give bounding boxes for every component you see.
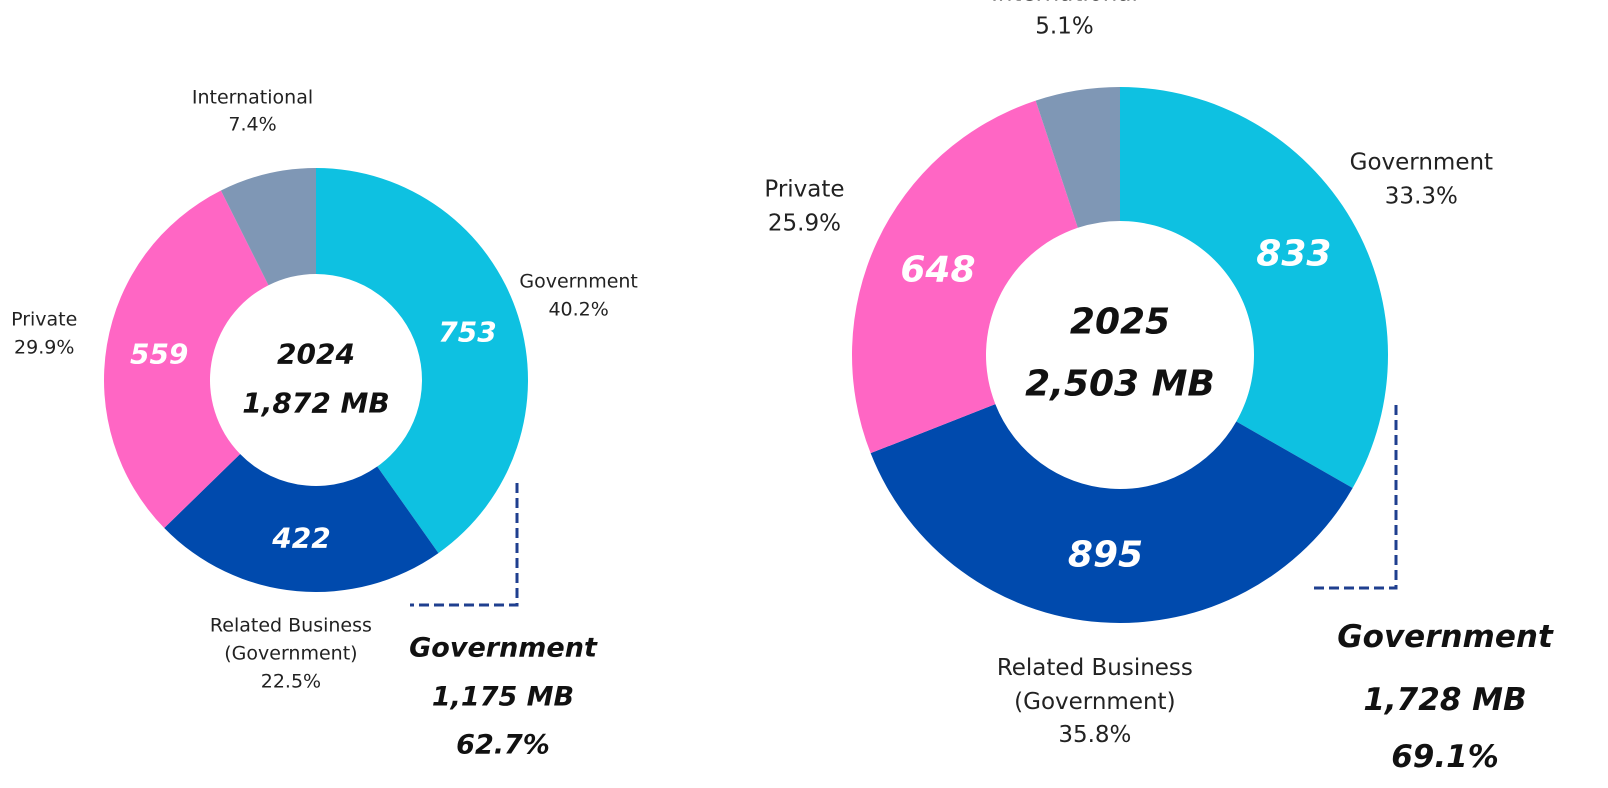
donut-slice [220, 168, 316, 286]
amount-label: 753 [438, 315, 497, 349]
percent-label: 5.1% [1035, 14, 1094, 41]
amount-label: 422 [272, 521, 331, 555]
category-name: Private [764, 176, 845, 203]
category-name: Government [519, 270, 638, 293]
category-name: Government [1349, 149, 1494, 176]
slice-label: International 5.1% [929, 0, 1199, 44]
donut-slice [870, 404, 1353, 623]
donut-slice [1035, 87, 1120, 228]
category-name: International [191, 86, 314, 109]
slice-label: Private 25.9% [669, 174, 939, 241]
bracket [410, 483, 519, 607]
amount-label: 648 [900, 249, 976, 291]
slice-label: Government 40.2% [474, 269, 684, 324]
summary-title: Government [1337, 619, 1553, 655]
summary-title: Government [409, 632, 597, 664]
donut-slice [1120, 87, 1389, 489]
bracket [1312, 405, 1398, 590]
donut-slice [316, 168, 528, 554]
summary-share: 69.1% [1391, 739, 1499, 775]
amount-label: 559 [129, 337, 189, 371]
percent-label: 7.4% [228, 113, 277, 136]
center-year: 2025 [1069, 301, 1171, 342]
percent-label: 29.9% [14, 336, 75, 359]
summary-total: 1,175 MB [431, 681, 575, 713]
percent-label: 40.2% [548, 298, 609, 321]
percent-label: 33.3% [1384, 183, 1458, 210]
center-total: 2,503 MB [1025, 363, 1215, 405]
percent-label: 25.9% [767, 210, 841, 237]
slice-label: International 7.4% [148, 84, 358, 139]
center-total: 1,872 MB [242, 386, 390, 420]
slice-label: Government 33.3% [1286, 147, 1556, 214]
slice-label: Related Business (Government) 22.5% [186, 613, 396, 696]
percent-label: 35.8% [1058, 722, 1132, 749]
category-name: International [929, 0, 1199, 11]
category-name: Private [11, 308, 78, 331]
summary-total: 1,728 MB [1363, 682, 1527, 718]
slice-label: Related Business (Government) 35.8% [960, 652, 1230, 752]
category-name: Related Business (Government) [996, 655, 1193, 715]
percent-label: 22.5% [260, 670, 322, 693]
donut-slice [852, 100, 1078, 454]
center-year: 2024 [277, 337, 355, 370]
donut-slice [104, 190, 269, 529]
slice-label: Private 29.9% [0, 307, 149, 362]
summary-share: 62.7% [456, 729, 550, 761]
donut-slice [164, 454, 439, 593]
amount-label: 833 [1256, 233, 1332, 275]
category-name: Related Business (Government) [209, 615, 372, 665]
amount-label: 895 [1067, 534, 1144, 576]
